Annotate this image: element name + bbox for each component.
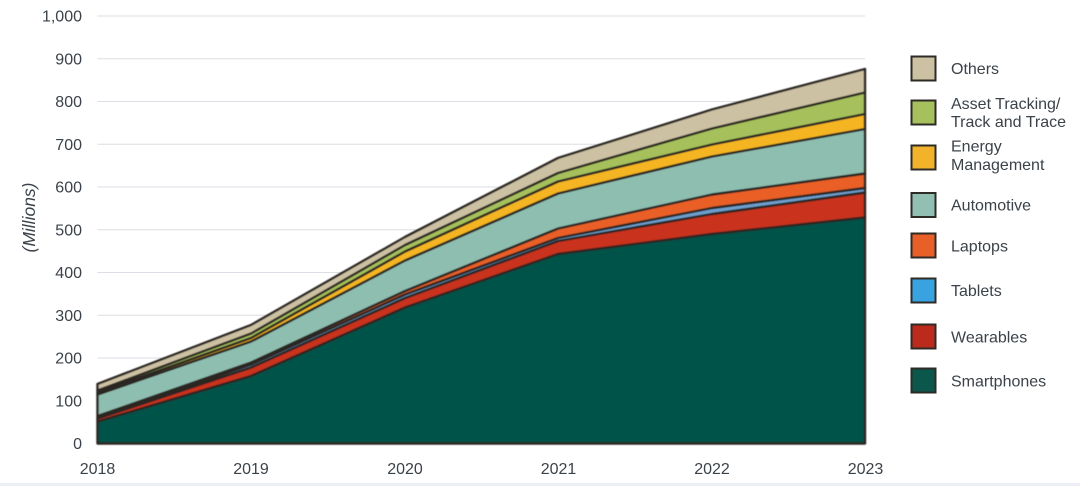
svg-text:2020: 2020 — [387, 461, 423, 478]
svg-text:Management: Management — [951, 157, 1045, 174]
svg-text:Smartphones: Smartphones — [951, 374, 1046, 391]
svg-text:Laptops: Laptops — [951, 239, 1008, 256]
svg-text:0: 0 — [73, 436, 82, 453]
svg-text:200: 200 — [55, 351, 82, 368]
svg-text:2022: 2022 — [694, 461, 730, 478]
svg-text:Tablets: Tablets — [951, 283, 1002, 300]
svg-text:100: 100 — [55, 393, 82, 410]
svg-text:Energy: Energy — [951, 139, 1002, 156]
svg-text:700: 700 — [55, 137, 82, 154]
svg-text:2021: 2021 — [541, 461, 577, 478]
svg-text:400: 400 — [55, 265, 82, 282]
svg-text:Track and Trace: Track and Trace — [951, 114, 1066, 131]
svg-text:500: 500 — [55, 222, 82, 239]
svg-text:1,000: 1,000 — [42, 9, 82, 26]
svg-text:Others: Others — [951, 61, 999, 78]
svg-text:2018: 2018 — [80, 461, 116, 478]
svg-text:2023: 2023 — [848, 461, 884, 478]
svg-text:800: 800 — [55, 94, 82, 111]
svg-text:2019: 2019 — [233, 461, 269, 478]
svg-text:600: 600 — [55, 180, 82, 197]
svg-text:900: 900 — [55, 51, 82, 68]
svg-text:Asset Tracking/: Asset Tracking/ — [951, 96, 1061, 113]
svg-text:Wearables: Wearables — [951, 330, 1027, 347]
svg-text:300: 300 — [55, 308, 82, 325]
svg-text:Automotive: Automotive — [951, 198, 1031, 215]
svg-text:(Millions): (Millions) — [19, 183, 39, 253]
